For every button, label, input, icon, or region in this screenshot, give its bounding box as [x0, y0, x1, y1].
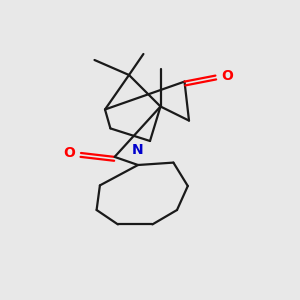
- Text: O: O: [64, 146, 76, 160]
- Text: N: N: [132, 143, 144, 158]
- Text: O: O: [221, 69, 233, 82]
